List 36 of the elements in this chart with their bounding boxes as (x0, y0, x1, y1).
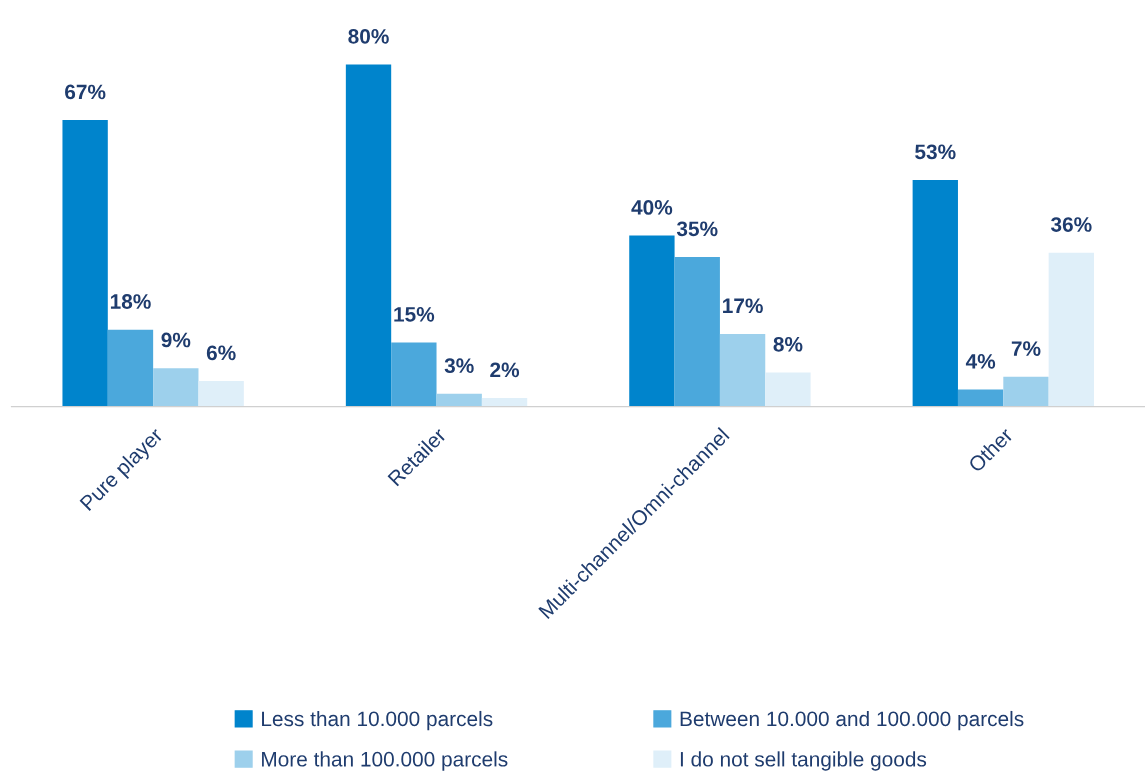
bar (107, 329, 154, 407)
bar (1003, 376, 1049, 407)
data-label: 8% (773, 336, 803, 352)
data-label: 36% (1050, 217, 1092, 232)
legend-label: Between 10.000 and 100.000 parcels (680, 710, 1024, 731)
bar (629, 235, 675, 407)
data-label: 40% (631, 200, 673, 215)
data-label: 35% (676, 221, 718, 237)
bar (912, 179, 958, 407)
bar (765, 372, 811, 407)
data-label: 53% (915, 144, 956, 160)
data-label: 80% (348, 28, 389, 44)
data-label: 6% (206, 345, 236, 361)
data-label: 9% (161, 332, 191, 348)
bar (345, 64, 392, 407)
data-label: 67% (65, 84, 106, 100)
bar (153, 368, 199, 407)
data-label: 18% (110, 294, 151, 309)
bar (62, 120, 108, 407)
bar (198, 380, 244, 407)
data-label: 15% (394, 307, 435, 322)
legend-label: I do not sell tangible goods (680, 751, 927, 771)
bar (436, 393, 482, 407)
bar (719, 333, 766, 407)
bar (957, 389, 1004, 407)
data-label: 2% (490, 362, 520, 378)
bar (391, 342, 437, 407)
data-label: 17% (723, 298, 763, 314)
legend-label: More than 100.000 parcels (262, 751, 508, 771)
data-label: 4% (965, 354, 996, 369)
data-label: 3% (444, 358, 474, 374)
bar (481, 398, 528, 407)
data-label: 7% (1011, 341, 1041, 356)
legend-label: Less than 10.000 parcels (262, 710, 493, 731)
bar (1048, 252, 1094, 407)
bar (674, 256, 720, 407)
